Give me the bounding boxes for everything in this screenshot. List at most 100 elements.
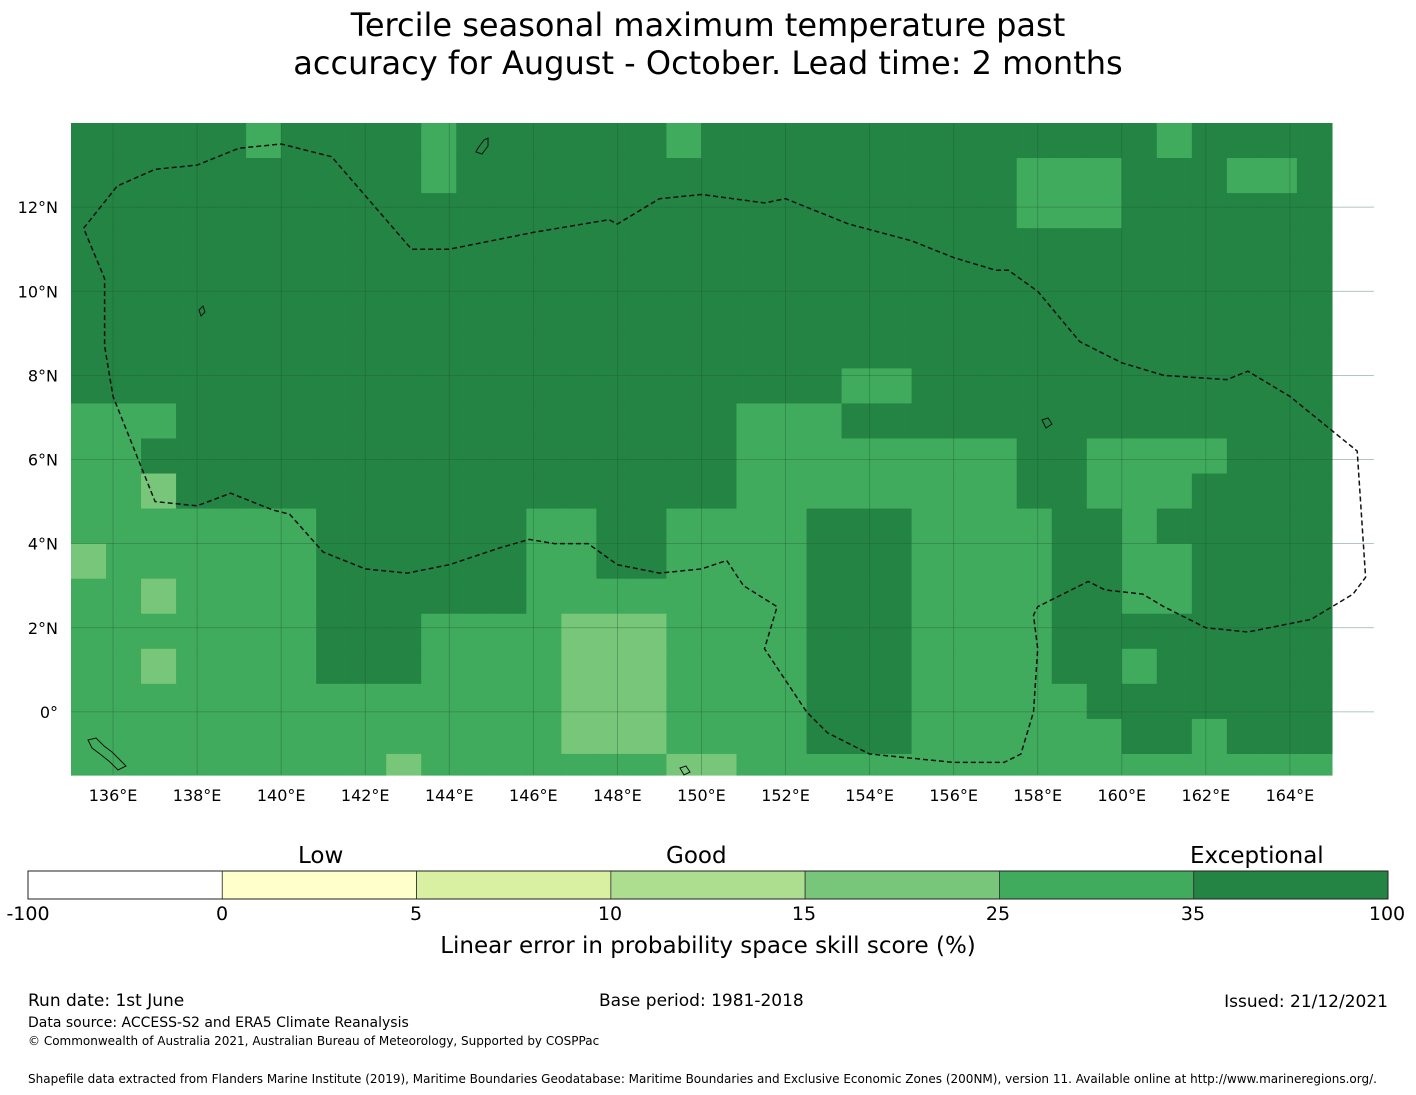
grid-cell bbox=[631, 508, 668, 545]
grid-cell bbox=[981, 683, 1018, 720]
grid-cell bbox=[386, 508, 422, 545]
grid-cell bbox=[1121, 508, 1158, 545]
grid-cell bbox=[1191, 438, 1228, 475]
grid-cell bbox=[876, 648, 913, 685]
grid-cell bbox=[106, 613, 142, 650]
grid-cell bbox=[876, 123, 913, 159]
grid-cell bbox=[981, 123, 1018, 159]
grid-cell bbox=[876, 333, 913, 369]
grid-cell bbox=[1261, 578, 1298, 615]
grid-cell bbox=[631, 158, 668, 194]
grid-cell bbox=[1226, 543, 1263, 580]
grid-cell bbox=[71, 403, 107, 440]
x-tick-label: 136°E bbox=[89, 786, 138, 805]
colorbar-tick: 25 bbox=[985, 903, 1011, 925]
grid-cell bbox=[1226, 123, 1263, 159]
grid-cell bbox=[631, 753, 668, 776]
grid-cell bbox=[141, 333, 177, 369]
grid-cell bbox=[526, 123, 562, 159]
grid-cell bbox=[1296, 578, 1333, 615]
grid-cell bbox=[351, 718, 387, 755]
grid-cell bbox=[666, 158, 703, 194]
grid-cell bbox=[421, 298, 457, 334]
grid-cell bbox=[211, 438, 247, 475]
grid-cell bbox=[176, 543, 212, 580]
coast-palau bbox=[87, 737, 127, 771]
chart-title: Tercile seasonal maximum temperature pas… bbox=[0, 6, 1416, 82]
grid-cell bbox=[876, 543, 913, 580]
grid-cell bbox=[771, 578, 808, 615]
grid-cell bbox=[1086, 263, 1123, 299]
grid-cell bbox=[1051, 683, 1088, 720]
grid-cell bbox=[106, 648, 142, 685]
grid-cell bbox=[1226, 718, 1263, 755]
grid-cell bbox=[841, 718, 878, 755]
grid-cell bbox=[876, 613, 913, 650]
grid-cell bbox=[106, 543, 142, 580]
grid-cell bbox=[596, 578, 633, 615]
grid-cell bbox=[631, 473, 668, 510]
grid-cell bbox=[911, 578, 948, 615]
grid-cell bbox=[351, 578, 387, 615]
grid-cell bbox=[71, 228, 107, 264]
grid-cell bbox=[596, 438, 633, 475]
grid-cell bbox=[491, 123, 527, 159]
grid-cell bbox=[491, 683, 527, 720]
coast-island-a bbox=[1041, 417, 1053, 429]
grid-cell bbox=[981, 473, 1018, 510]
grid-cell bbox=[491, 613, 527, 650]
grid-cell bbox=[106, 718, 142, 755]
grid-cell bbox=[631, 298, 668, 334]
grid-cell bbox=[771, 298, 808, 334]
grid-cell bbox=[946, 263, 983, 299]
grid-cell bbox=[596, 543, 633, 580]
grid-cell bbox=[526, 158, 562, 194]
colorbar-segment bbox=[999, 870, 1195, 900]
grid-cell bbox=[946, 438, 983, 475]
grid-cell bbox=[631, 648, 668, 685]
grid-cell bbox=[386, 228, 422, 264]
grid-cell bbox=[386, 158, 422, 194]
category-exceptional: Exceptional bbox=[1190, 843, 1324, 869]
grid-cell bbox=[491, 543, 527, 580]
grid-cell bbox=[421, 613, 457, 650]
colorbar-tick: 10 bbox=[597, 903, 623, 925]
grid-cell bbox=[771, 508, 808, 545]
grid-cell bbox=[1156, 403, 1193, 440]
grid-cell bbox=[911, 158, 948, 194]
grid-cell bbox=[876, 438, 913, 475]
grid-cell bbox=[981, 613, 1018, 650]
title-line-2: accuracy for August - October. Lead time… bbox=[293, 44, 1123, 82]
grid-cell bbox=[911, 613, 948, 650]
grid-cell bbox=[456, 718, 492, 755]
grid-cell bbox=[1191, 123, 1228, 159]
y-tick-label: 10°N bbox=[18, 282, 58, 301]
grid-cell bbox=[701, 753, 738, 776]
grid-cell bbox=[526, 648, 562, 685]
grid-cell bbox=[981, 648, 1018, 685]
grid-cell bbox=[1086, 543, 1123, 580]
colorbar-label: Linear error in probability space skill … bbox=[440, 933, 976, 959]
grid-cell bbox=[1016, 298, 1053, 334]
grid-cell bbox=[1051, 648, 1088, 685]
grid-cell bbox=[1296, 228, 1333, 264]
category-good: Good bbox=[666, 843, 727, 869]
grid-cell bbox=[806, 263, 843, 299]
grid-cell bbox=[1296, 193, 1333, 229]
grid-cell bbox=[1156, 508, 1193, 545]
grid-cell bbox=[141, 508, 177, 545]
y-tick-label: 4°N bbox=[28, 535, 58, 554]
grid-cell bbox=[526, 228, 562, 264]
grid-cell bbox=[281, 403, 317, 440]
grid-cell bbox=[386, 333, 422, 369]
grid-cell bbox=[421, 158, 457, 194]
grid-cell bbox=[666, 718, 703, 755]
grid-cell bbox=[736, 368, 773, 405]
grid-cell bbox=[806, 543, 843, 580]
grid-cell bbox=[561, 473, 597, 510]
grid-cell bbox=[386, 718, 422, 755]
grid-cell bbox=[106, 473, 142, 510]
grid-cell bbox=[911, 123, 948, 159]
grid-cell bbox=[456, 263, 492, 299]
grid-cell bbox=[351, 193, 387, 229]
